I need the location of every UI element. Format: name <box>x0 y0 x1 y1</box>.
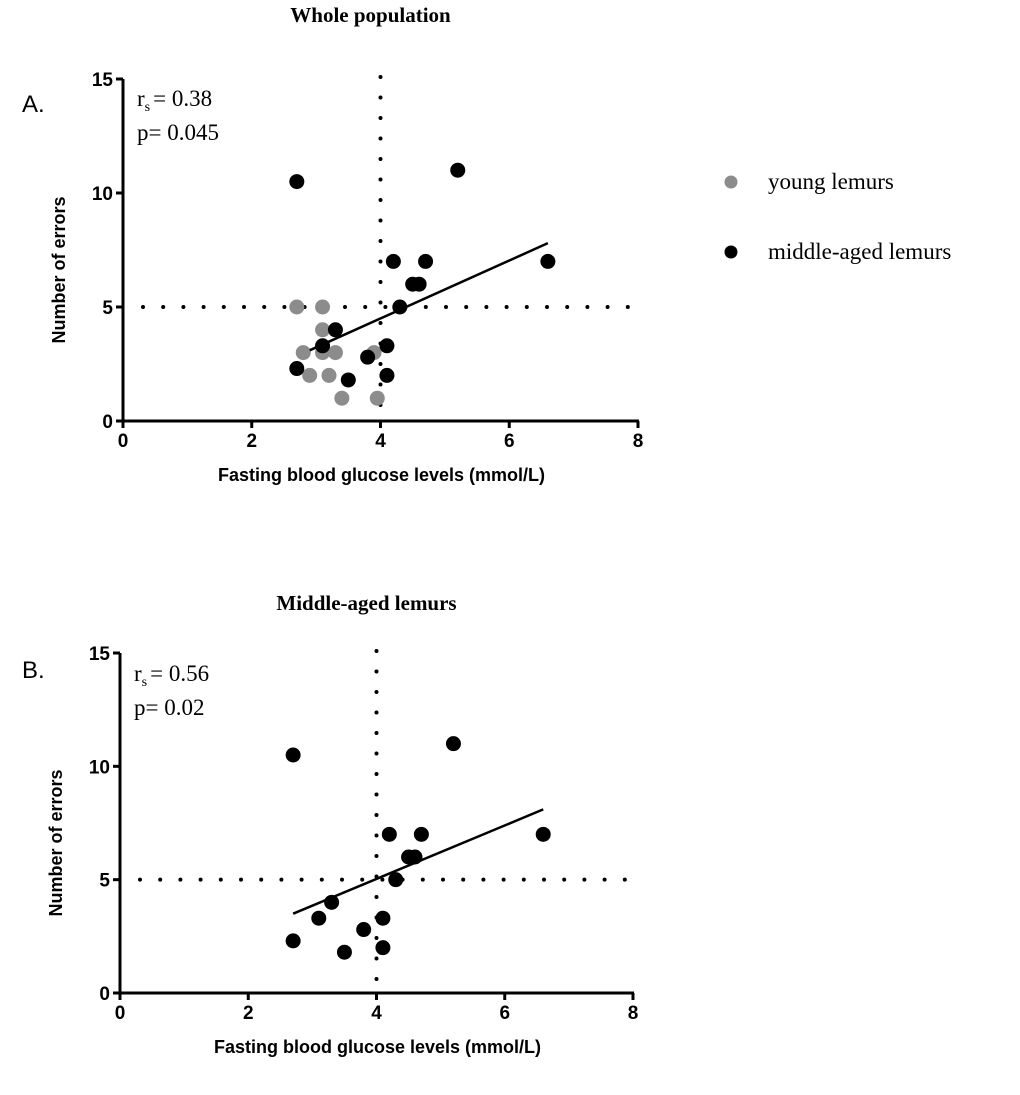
middle-aged-data-point <box>285 747 301 763</box>
y-tick-label: 0 <box>99 984 110 1005</box>
p-value: p= 0.02 <box>134 695 204 720</box>
young-data-point <box>289 299 305 315</box>
y-tick-label: 10 <box>89 757 110 778</box>
middle-aged-data-point <box>388 872 404 888</box>
middle-aged-data-point <box>535 826 551 842</box>
panel-a: Whole population A. 0 2 4 6 8 0 5 10 15 Fasting blo… <box>22 3 645 485</box>
legend: young lemurs middle-aged lemurs <box>724 169 951 264</box>
x-tick-label: 8 <box>628 1003 639 1024</box>
middle-aged-data-point <box>360 349 376 365</box>
young-data-point <box>315 322 331 338</box>
rs-symbol: r <box>134 661 142 686</box>
young-data-point <box>315 299 331 315</box>
y-axis-label: Number of errors <box>46 769 66 916</box>
middle-aged-data-point <box>289 361 305 377</box>
middle-aged-data-point <box>411 276 427 292</box>
young-data-point <box>321 367 337 383</box>
rs-value: = 0.56 <box>150 661 209 686</box>
middle-aged-data-point <box>375 910 391 926</box>
x-tick-label: 0 <box>118 431 129 452</box>
panel-b: Middle-aged lemurs B. 0 2 4 6 8 0 5 10 15 Fasting b… <box>22 591 640 1057</box>
middle-aged-data-point <box>340 372 356 388</box>
middle-aged-data-point <box>450 162 466 178</box>
x-tick-label: 2 <box>246 431 257 452</box>
legend-label: middle-aged lemurs <box>768 239 951 264</box>
rs-symbol: r <box>137 86 145 111</box>
y-tick-label: 5 <box>102 298 113 319</box>
legend-marker <box>724 175 738 189</box>
regression-line <box>309 242 549 352</box>
panel-label: B. <box>22 657 45 684</box>
panel-label: A. <box>22 91 45 118</box>
y-tick-label: 15 <box>92 70 114 91</box>
middle-aged-data-point <box>327 322 343 338</box>
y-tick-label: 15 <box>89 644 111 665</box>
legend-marker <box>724 245 738 259</box>
young-data-point <box>369 390 385 406</box>
middle-aged-data-point <box>379 367 395 383</box>
young-data-point <box>295 345 311 361</box>
middle-aged-data-point <box>356 922 372 938</box>
y-tick-label: 10 <box>92 184 113 205</box>
rs-subscript: s <box>145 100 150 115</box>
middle-aged-data-point <box>413 826 429 842</box>
rs-stat: rs = 0.56 <box>134 661 209 690</box>
middle-aged-data-point <box>381 826 397 842</box>
middle-aged-data-point <box>385 253 401 269</box>
middle-aged-data-point <box>375 940 391 956</box>
chart-title: Middle-aged lemurs <box>276 591 456 615</box>
x-tick-label: 8 <box>633 431 644 452</box>
x-tick-label: 6 <box>504 431 515 452</box>
p-value: p= 0.045 <box>137 120 219 145</box>
x-tick-label: 6 <box>499 1003 510 1024</box>
rs-stat: rs = 0.38 <box>137 86 212 115</box>
y-tick-label: 5 <box>99 871 110 892</box>
legend-label: young lemurs <box>768 169 894 194</box>
young-data-point <box>302 367 318 383</box>
middle-aged-data-point <box>336 944 352 960</box>
x-axis-label: Fasting blood glucose levels (mmol/L) <box>218 465 545 485</box>
young-data-point <box>334 390 350 406</box>
middle-aged-data-point <box>418 253 434 269</box>
x-tick-label: 4 <box>371 1003 382 1024</box>
regression-line <box>292 808 544 915</box>
middle-aged-data-point <box>540 253 556 269</box>
chart-title: Whole population <box>290 3 451 27</box>
y-axis-label: Number of errors <box>49 196 69 343</box>
x-tick-label: 0 <box>115 1003 126 1024</box>
x-tick-label: 4 <box>375 431 386 452</box>
middle-aged-data-point <box>285 933 301 949</box>
middle-aged-data-point <box>289 174 305 190</box>
x-axis-label: Fasting blood glucose levels (mmol/L) <box>214 1037 541 1057</box>
x-tick-label: 2 <box>243 1003 254 1024</box>
rs-value: = 0.38 <box>153 86 212 111</box>
middle-aged-data-point <box>311 910 327 926</box>
rs-subscript: s <box>142 675 147 690</box>
y-tick-label: 0 <box>102 412 113 433</box>
young-data-point <box>327 345 343 361</box>
middle-aged-data-point <box>445 736 461 752</box>
middle-aged-data-point <box>379 338 395 354</box>
